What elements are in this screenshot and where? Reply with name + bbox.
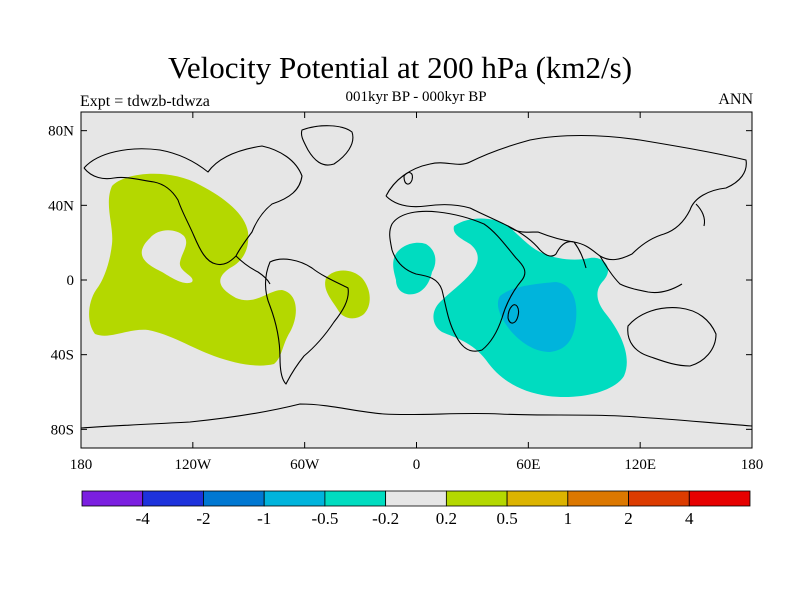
colorbar-label: 0.5 xyxy=(496,509,517,528)
colorbar: -4 -2 -1 -0.5 -0.2 0.2 0.5 1 2 4 xyxy=(81,490,751,528)
colorbar-swatch xyxy=(445,490,508,507)
contour-fills xyxy=(81,125,752,429)
colorbar-swatch xyxy=(385,490,447,507)
colorbar-swatch xyxy=(324,490,387,507)
latitude-axis: 80N 40N 0 40S 80S xyxy=(48,124,752,438)
coastline-eurasia xyxy=(385,134,747,261)
lat-tick-label: 40N xyxy=(48,198,74,214)
coastlines xyxy=(81,125,752,429)
colorbar-swatch xyxy=(688,490,751,507)
coastline-antarctica xyxy=(81,403,752,429)
negative-region-west-africa xyxy=(393,242,436,295)
colorbar-label: -0.2 xyxy=(372,509,399,528)
negative-region-inner xyxy=(497,282,577,352)
lon-tick-label: 180 xyxy=(741,457,764,473)
coastline-southeast-asia xyxy=(599,255,683,294)
lat-tick-label: 80N xyxy=(48,124,74,140)
colorbar-swatch xyxy=(263,490,326,507)
experiment-label: Expt = tdwzb-tdwza xyxy=(80,93,210,110)
lon-tick-label: 120W xyxy=(174,457,212,473)
coastline-africa xyxy=(389,210,526,352)
colorbar-label: -0.5 xyxy=(311,509,338,528)
colorbar-label: 0.2 xyxy=(436,509,457,528)
colorbar-swatch xyxy=(203,490,265,507)
lon-tick-label: 180 xyxy=(70,457,93,473)
colorbar-swatch xyxy=(628,490,690,507)
colorbar-swatch xyxy=(81,490,144,507)
colorbar-swatch xyxy=(142,490,204,507)
longitude-axis: 180 120W 60W 0 60E 120E 180 xyxy=(70,112,764,473)
figure-title: Velocity Potential at 200 hPa (km2/s) xyxy=(167,50,633,85)
colorbar-swatch xyxy=(567,490,629,507)
coastline-madagascar xyxy=(507,304,520,324)
colorbar-label: 1 xyxy=(564,509,573,528)
coastline-japan xyxy=(695,203,706,227)
coastline-australia xyxy=(627,307,717,367)
coastline-british-isles xyxy=(403,171,413,185)
lon-tick-label: 120E xyxy=(624,457,656,473)
lon-tick-label: 60W xyxy=(290,457,320,473)
lat-tick-label: 0 xyxy=(67,273,75,289)
lon-tick-label: 60E xyxy=(516,457,540,473)
colorbar-label: 2 xyxy=(624,509,633,528)
colorbar-label: 4 xyxy=(685,509,694,528)
lat-tick-label: 40S xyxy=(51,348,74,364)
coastline-greenland xyxy=(300,125,354,166)
coastline-central-america xyxy=(235,255,271,285)
coastline-arabia-india xyxy=(507,225,587,269)
colorbar-label: -1 xyxy=(257,509,271,528)
lat-tick-label: 80S xyxy=(51,422,74,438)
colorbar-label: -4 xyxy=(136,509,151,528)
colorbar-swatch xyxy=(506,490,569,507)
coastline-north-america xyxy=(83,145,303,266)
positive-region-pacific xyxy=(89,173,296,366)
lon-tick-label: 0 xyxy=(413,457,421,473)
season-label: ANN xyxy=(718,91,753,108)
coastline-south-america xyxy=(264,258,349,385)
figure-subtitle: 001kyr BP - 000kyr BP xyxy=(345,89,487,105)
colorbar-label: -2 xyxy=(196,509,210,528)
